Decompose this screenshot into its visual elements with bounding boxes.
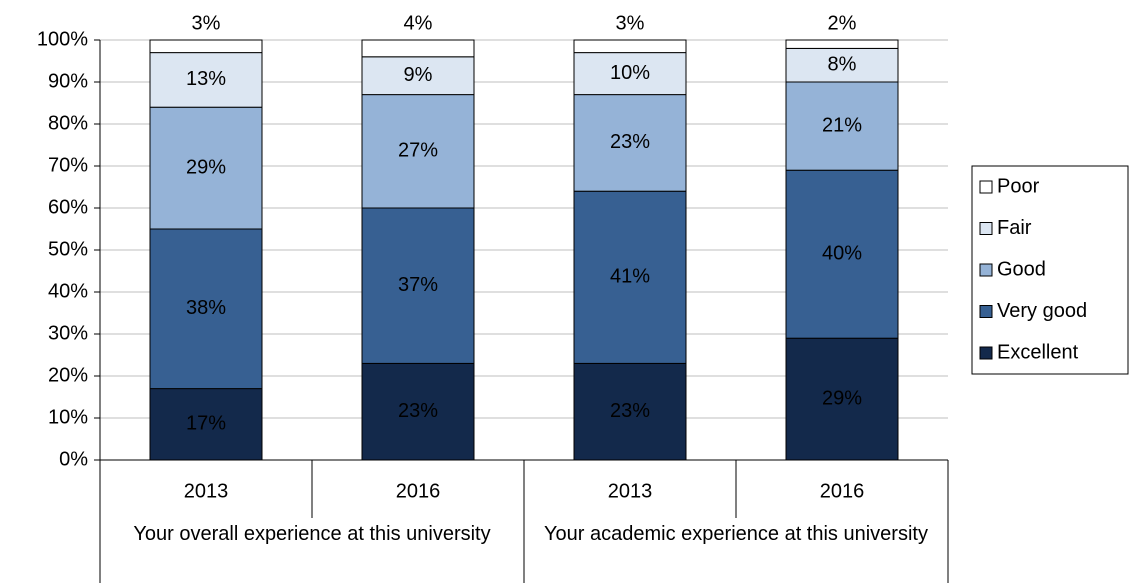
y-tick-label: 0%: [59, 448, 88, 470]
x-tick-label: 2016: [396, 480, 441, 502]
data-label: 2%: [828, 12, 857, 34]
x-tick-label: 2013: [608, 480, 653, 502]
legend-swatch: [979, 305, 993, 318]
data-label: 3%: [616, 12, 645, 34]
data-label: 29%: [186, 156, 226, 178]
bar-segment: [361, 362, 475, 461]
legend-swatch: [979, 180, 993, 194]
y-tick-label: 60%: [48, 196, 88, 218]
data-label: 27%: [398, 140, 438, 162]
bar-segment: [361, 39, 475, 58]
bar-segment: [573, 94, 687, 192]
data-label: 38%: [186, 297, 226, 319]
legend-box: [971, 165, 1129, 375]
data-label: 10%: [610, 62, 650, 84]
data-label: 17%: [186, 413, 226, 435]
y-tick-label: 80%: [48, 112, 88, 134]
data-label: 3%: [192, 12, 221, 34]
data-label: 23%: [398, 400, 438, 422]
data-label: 21%: [822, 114, 862, 136]
legend-label: Good: [997, 258, 1046, 280]
y-tick-label: 70%: [48, 154, 88, 176]
data-label: 9%: [404, 64, 433, 86]
x-tick-label: 2013: [184, 480, 229, 502]
y-tick-label: 30%: [48, 322, 88, 344]
bar-segment: [361, 207, 475, 364]
y-tick-label: 10%: [48, 406, 88, 428]
group-label-box: Your academic experience at this univers…: [544, 523, 928, 545]
y-tick-label: 20%: [48, 364, 88, 386]
data-label: 23%: [610, 131, 650, 153]
legend-label: Excellent: [997, 341, 1079, 363]
group-label: Your overall experience at this universi…: [133, 523, 491, 545]
bar-segment: [785, 81, 899, 171]
data-label: 37%: [398, 274, 438, 296]
data-label: 40%: [822, 242, 862, 264]
y-tick-label: 50%: [48, 238, 88, 260]
legend-label: Fair: [997, 217, 1032, 239]
y-tick-label: 100%: [37, 28, 88, 50]
legend-label: Poor: [997, 175, 1040, 197]
legend-swatch: [979, 263, 993, 277]
data-label: 29%: [822, 387, 862, 409]
bar-segment: [785, 169, 899, 339]
bar-segment: [573, 39, 687, 54]
bar-segment: [785, 337, 899, 461]
bar-segment: [573, 52, 687, 96]
group-label-box: Your overall experience at this universi…: [133, 523, 491, 545]
data-label: 41%: [610, 266, 650, 288]
data-label: 4%: [404, 12, 433, 34]
bar-segment: [573, 362, 687, 461]
legend-swatch: [979, 222, 993, 235]
y-tick-label: 40%: [48, 280, 88, 302]
legend-label: Very good: [997, 300, 1087, 322]
bar-segment: [149, 39, 263, 54]
x-tick-label: 2016: [820, 480, 865, 502]
data-label: 13%: [186, 68, 226, 90]
data-label: 23%: [610, 400, 650, 422]
bar-segment: [149, 228, 263, 390]
group-label: Your academic experience at this univers…: [544, 523, 928, 545]
data-label: 8%: [828, 53, 857, 75]
bar-segment: [149, 52, 263, 108]
legend-swatch: [979, 346, 993, 360]
y-tick-label: 90%: [48, 70, 88, 92]
bar-segment: [785, 39, 899, 49]
bar-segment: [361, 56, 475, 96]
bar-segment: [785, 47, 899, 83]
bar-segment: [573, 190, 687, 364]
